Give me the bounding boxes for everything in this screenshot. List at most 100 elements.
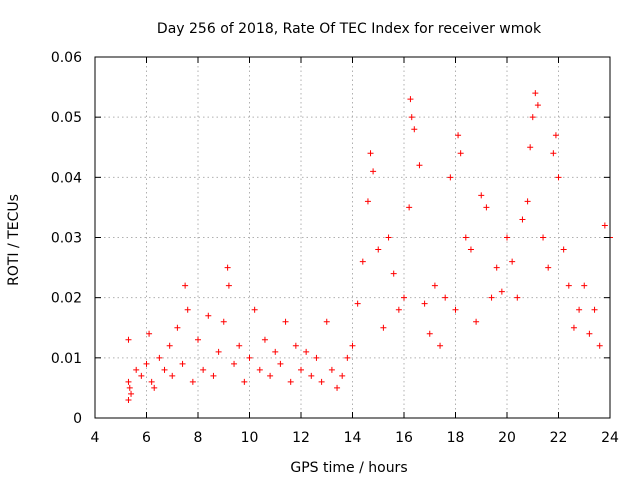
- data-point: [205, 312, 212, 319]
- data-point: [261, 336, 268, 343]
- x-tick-label: 22: [550, 430, 568, 446]
- data-point: [565, 282, 572, 289]
- data-point: [385, 234, 392, 241]
- data-point: [488, 294, 495, 301]
- y-tick-label: 0.03: [51, 231, 82, 247]
- data-point: [334, 384, 341, 391]
- data-point: [364, 198, 371, 205]
- data-point: [483, 204, 490, 211]
- data-point: [256, 366, 263, 373]
- data-point: [555, 174, 562, 181]
- data-point: [421, 300, 428, 307]
- data-point: [493, 264, 500, 271]
- data-point: [151, 384, 158, 391]
- data-point: [225, 282, 232, 289]
- data-point: [354, 300, 361, 307]
- data-point: [411, 126, 418, 133]
- data-point: [509, 258, 516, 265]
- data-point: [292, 342, 299, 349]
- data-point: [478, 192, 485, 199]
- data-point: [527, 144, 534, 151]
- data-point: [359, 258, 366, 265]
- data-point: [236, 342, 243, 349]
- data-point: [246, 354, 253, 361]
- data-point: [390, 270, 397, 277]
- y-tick-label: 0: [73, 411, 82, 427]
- data-point: [534, 102, 541, 109]
- data-point: [462, 234, 469, 241]
- data-point: [323, 318, 330, 325]
- x-tick-label: 10: [241, 430, 259, 446]
- data-point: [406, 204, 413, 211]
- data-point: [581, 282, 588, 289]
- data-point: [298, 366, 304, 373]
- data-point: [540, 234, 547, 241]
- data-point: [401, 294, 407, 301]
- x-tick-label: 16: [395, 430, 413, 446]
- data-point: [437, 342, 444, 349]
- data-point: [514, 294, 521, 301]
- data-point: [457, 150, 464, 157]
- data-point: [128, 390, 135, 397]
- data-point: [166, 342, 173, 349]
- x-tick-label: 4: [91, 430, 100, 446]
- x-axis-label: GPS time / hours: [290, 460, 407, 476]
- data-point: [529, 114, 536, 121]
- data-point: [407, 96, 414, 103]
- data-point: [328, 366, 335, 373]
- data-point: [125, 336, 132, 343]
- data-point: [545, 264, 552, 271]
- data-point: [282, 318, 289, 325]
- data-point: [367, 150, 374, 157]
- data-point: [195, 336, 201, 343]
- chart-title: Day 256 of 2018, Rate Of TEC Index for r…: [157, 21, 542, 37]
- data-point: [272, 348, 279, 355]
- data-point: [313, 354, 320, 361]
- data-point: [524, 198, 531, 205]
- data-point: [519, 216, 526, 223]
- data-point: [287, 378, 294, 385]
- data-point: [231, 360, 238, 367]
- data-point: [143, 360, 150, 367]
- data-point: [447, 174, 454, 181]
- data-point: [560, 246, 567, 253]
- data-point: [504, 234, 510, 241]
- data-point: [380, 324, 387, 331]
- data-point: [498, 288, 505, 295]
- x-tick-label: 14: [344, 430, 362, 446]
- x-tick-label: 18: [447, 430, 465, 446]
- data-point: [210, 372, 217, 379]
- x-tick-label: 20: [498, 430, 516, 446]
- data-point: [182, 282, 189, 289]
- data-point: [241, 378, 248, 385]
- data-point: [532, 90, 539, 97]
- data-point: [156, 354, 163, 361]
- data-point: [174, 324, 181, 331]
- data-point: [395, 306, 402, 313]
- data-point: [179, 360, 186, 367]
- data-point: [133, 366, 140, 373]
- data-point: [138, 372, 145, 379]
- data-point: [408, 114, 415, 121]
- data-point: [125, 378, 132, 385]
- data-points: [125, 90, 613, 403]
- data-point: [339, 372, 346, 379]
- data-point: [308, 372, 315, 379]
- data-point: [161, 366, 168, 373]
- x-tick-label: 6: [142, 430, 151, 446]
- data-point: [601, 222, 608, 229]
- data-point: [452, 306, 459, 313]
- data-point: [550, 150, 557, 157]
- data-point: [375, 246, 382, 253]
- data-point: [570, 324, 577, 331]
- data-point: [146, 330, 153, 337]
- data-point: [473, 318, 480, 325]
- y-axis-label: ROTI / TECUs: [6, 194, 22, 286]
- x-tick-label: 12: [292, 430, 310, 446]
- data-point: [576, 306, 583, 313]
- tick-layer: 4 6 8 10 12 14 16 18 20 22 24 0 0.01 0.02 0.03 0.04 0.05…: [51, 50, 619, 446]
- data-point: [169, 372, 176, 379]
- data-point: [200, 366, 207, 373]
- data-point: [370, 168, 377, 175]
- data-point: [251, 306, 258, 313]
